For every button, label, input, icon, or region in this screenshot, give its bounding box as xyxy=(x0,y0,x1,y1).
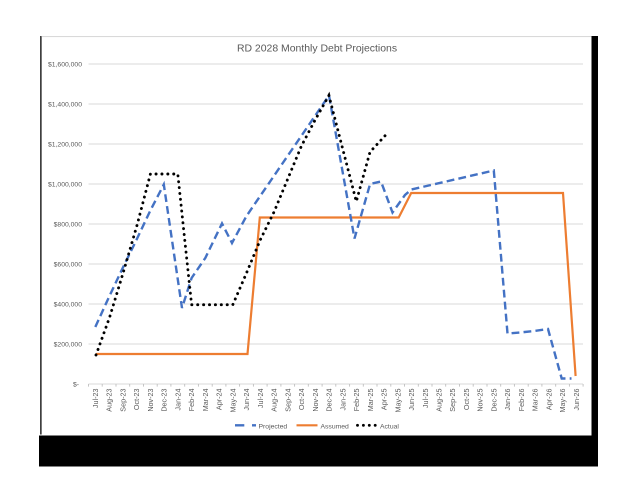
svg-text:Mar-24: Mar-24 xyxy=(201,389,210,412)
svg-text:Apr-25: Apr-25 xyxy=(380,389,389,411)
svg-text:$1,000,000: $1,000,000 xyxy=(48,181,82,188)
svg-text:Mar-25: Mar-25 xyxy=(366,389,375,412)
svg-text:Aug-23: Aug-23 xyxy=(105,389,114,412)
svg-text:Oct-24: Oct-24 xyxy=(297,389,306,411)
svg-text:Actual: Actual xyxy=(380,424,399,431)
svg-text:Oct-23: Oct-23 xyxy=(132,389,141,411)
svg-text:$600,000: $600,000 xyxy=(54,261,83,268)
svg-text:Nov-23: Nov-23 xyxy=(146,388,155,411)
svg-text:Sep-24: Sep-24 xyxy=(283,389,292,412)
svg-text:$1,400,000: $1,400,000 xyxy=(48,101,82,108)
svg-text:Jan-24: Jan-24 xyxy=(173,389,182,411)
svg-text:Jun-26: Jun-26 xyxy=(572,389,581,411)
svg-text:May-25: May-25 xyxy=(393,388,402,412)
svg-text:May-26: May-26 xyxy=(558,388,567,412)
svg-text:Oct-25: Oct-25 xyxy=(462,389,471,411)
svg-text:Projected: Projected xyxy=(259,424,288,431)
svg-text:$400,000: $400,000 xyxy=(54,301,83,308)
svg-text:Dec-24: Dec-24 xyxy=(325,388,334,411)
svg-text:Jun-24: Jun-24 xyxy=(242,389,251,411)
svg-text:$1,200,000: $1,200,000 xyxy=(48,141,82,148)
svg-text:Feb-24: Feb-24 xyxy=(187,389,196,412)
svg-text:Jun-25: Jun-25 xyxy=(407,389,416,411)
svg-text:Dec-23: Dec-23 xyxy=(160,388,169,411)
svg-text:Nov-24: Nov-24 xyxy=(311,388,320,411)
svg-text:Mar-26: Mar-26 xyxy=(531,389,540,412)
svg-text:$-: $- xyxy=(73,381,79,388)
svg-text:Sep-23: Sep-23 xyxy=(119,389,128,412)
svg-text:Feb-26: Feb-26 xyxy=(517,389,526,412)
svg-text:Jan-25: Jan-25 xyxy=(338,389,347,411)
svg-text:Assumed: Assumed xyxy=(321,424,350,431)
svg-text:Nov-25: Nov-25 xyxy=(476,388,485,411)
svg-text:May-24: May-24 xyxy=(228,388,237,412)
svg-text:Feb-25: Feb-25 xyxy=(352,389,361,412)
svg-text:Jul-24: Jul-24 xyxy=(256,388,265,408)
svg-text:Sep-25: Sep-25 xyxy=(448,389,457,412)
svg-text:Apr-24: Apr-24 xyxy=(215,389,224,411)
svg-text:$800,000: $800,000 xyxy=(54,221,83,228)
svg-text:RD 2028 Monthly Debt Projectio: RD 2028 Monthly Debt Projections xyxy=(237,43,397,54)
svg-text:Aug-24: Aug-24 xyxy=(270,389,279,412)
svg-text:Jul-25: Jul-25 xyxy=(421,388,430,408)
svg-text:Dec-25: Dec-25 xyxy=(490,388,499,411)
svg-text:$1,600,000: $1,600,000 xyxy=(48,61,82,68)
svg-text:Apr-26: Apr-26 xyxy=(544,389,553,411)
svg-text:Aug-25: Aug-25 xyxy=(435,389,444,412)
svg-text:Jul-23: Jul-23 xyxy=(91,388,100,408)
svg-text:Jan-26: Jan-26 xyxy=(503,389,512,411)
svg-text:$200,000: $200,000 xyxy=(54,341,83,348)
